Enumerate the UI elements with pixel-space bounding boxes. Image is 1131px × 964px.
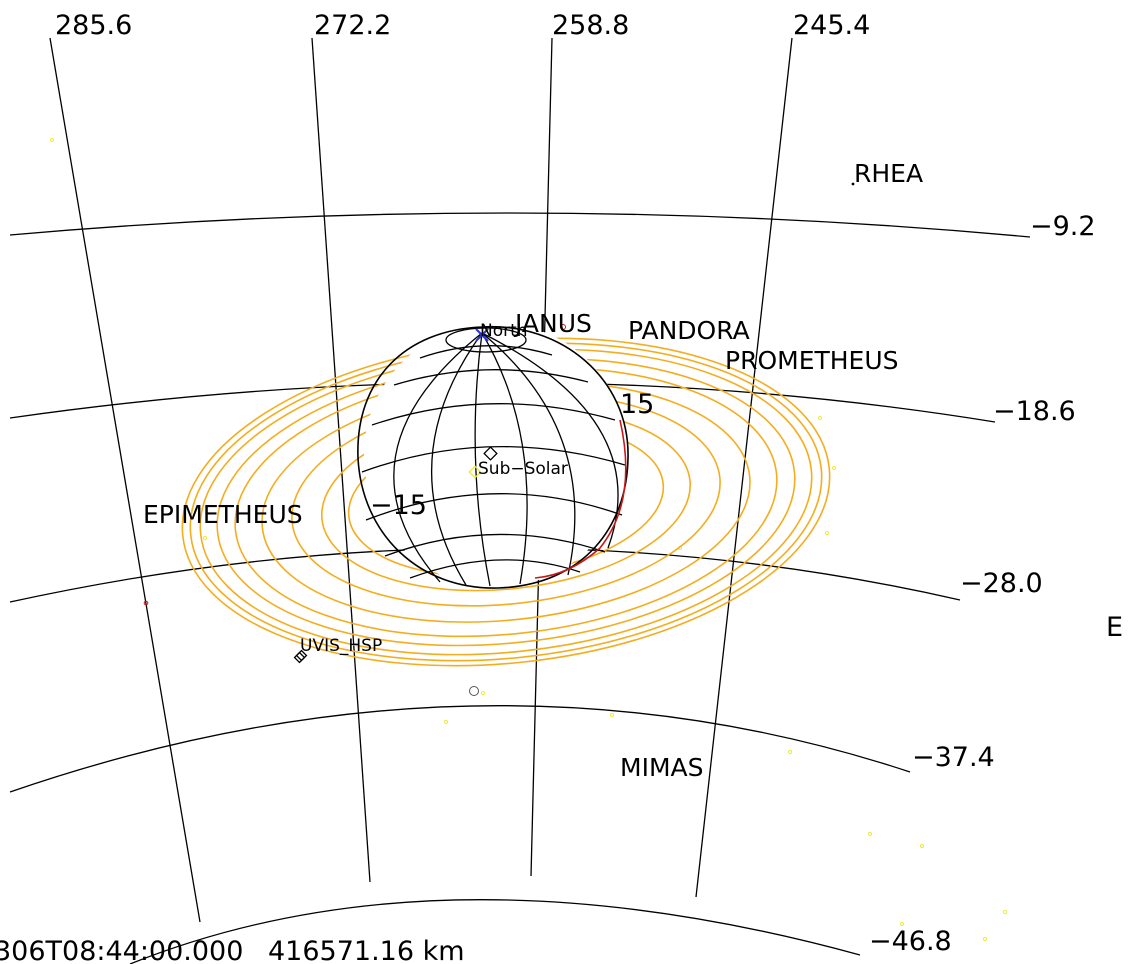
star — [480, 690, 486, 696]
star — [867, 831, 873, 837]
ra-label: 258.8 — [552, 10, 629, 41]
ra-line-4 — [695, 37, 793, 898]
star — [817, 415, 823, 421]
janus-marker — [560, 324, 566, 330]
latitude-line — [445, 327, 527, 353]
longitude-line — [481, 332, 528, 585]
star — [899, 921, 905, 927]
prometheus-label: PROMETHEUS — [725, 346, 899, 375]
rhea-label: RHEA — [854, 159, 923, 188]
ra-line-2 — [311, 37, 371, 883]
star — [443, 719, 449, 725]
pandora-label: PANDORA — [628, 316, 750, 345]
longitude-line — [393, 332, 483, 583]
star — [1002, 909, 1008, 915]
dec-label: −18.6 — [993, 396, 1076, 427]
ring-center-marker — [469, 686, 479, 696]
janus-label: JANUS — [513, 309, 592, 338]
footer: 306T08:44:00.000 416571.16 km — [0, 936, 465, 964]
dec-labels: −9.2 −18.6 −28.0 −37.4 −46.8 — [869, 211, 1096, 957]
longitude-line — [474, 332, 491, 587]
sub-solar-label: Sub−Solar — [478, 459, 568, 479]
star — [787, 749, 793, 755]
lat-pos-label: 15 — [620, 389, 654, 420]
ra-label: 272.2 — [314, 10, 391, 41]
dec-line-4 — [9, 705, 911, 793]
latitude-line — [384, 533, 606, 557]
ra-labels: 285.6 272.2 258.8 245.4 — [55, 10, 870, 41]
star — [982, 936, 988, 942]
longitude-line — [481, 332, 576, 576]
north-label: North — [480, 321, 528, 341]
star — [609, 712, 615, 718]
uvis-hsp-label: UVIS_HSP — [300, 636, 382, 656]
terminator-line — [534, 419, 627, 579]
ra-grid — [49, 37, 793, 923]
dec-label: −28.0 — [960, 568, 1043, 599]
dec-label: −9.2 — [1030, 211, 1096, 242]
star — [831, 465, 837, 471]
ra-line-1 — [49, 37, 201, 923]
north-pole-marker — [475, 328, 489, 342]
globe-limb — [357, 325, 629, 589]
dec-line-5 — [129, 899, 861, 964]
body-labels: RHEA JANUS PANDORA PROMETHEUS EPIMETHEUS… — [143, 159, 1123, 782]
dec-label: −46.8 — [869, 926, 952, 957]
sub-solar-marker — [483, 446, 498, 461]
uvis-hsp-marker — [293, 649, 308, 664]
ra-label: 285.6 — [55, 10, 132, 41]
star — [202, 535, 208, 541]
star — [824, 530, 830, 536]
dec-label: −37.4 — [912, 742, 995, 773]
star — [49, 137, 55, 143]
red-star-marker — [143, 600, 149, 606]
markers — [143, 324, 566, 696]
epimetheus-label: EPIMETHEUS — [143, 500, 303, 529]
mimas-label: MIMAS — [620, 753, 703, 782]
star-field — [49, 137, 1008, 942]
latitude-line — [393, 369, 589, 386]
dec-line-1 — [9, 212, 1031, 238]
longitude-line — [431, 332, 483, 586]
ra-label: 245.4 — [793, 10, 870, 41]
rhea-dot — [851, 182, 855, 186]
sub-solar-yellow-marker — [468, 465, 482, 479]
latitude-line — [419, 345, 553, 359]
edge-label: E — [1106, 612, 1123, 643]
latitude-line — [371, 403, 616, 426]
footer-time: 306T08:44:00.000 — [0, 936, 243, 964]
star — [919, 843, 925, 849]
lat-neg-label: −15 — [370, 490, 427, 521]
footer-range: 416571.16 km — [268, 936, 465, 964]
